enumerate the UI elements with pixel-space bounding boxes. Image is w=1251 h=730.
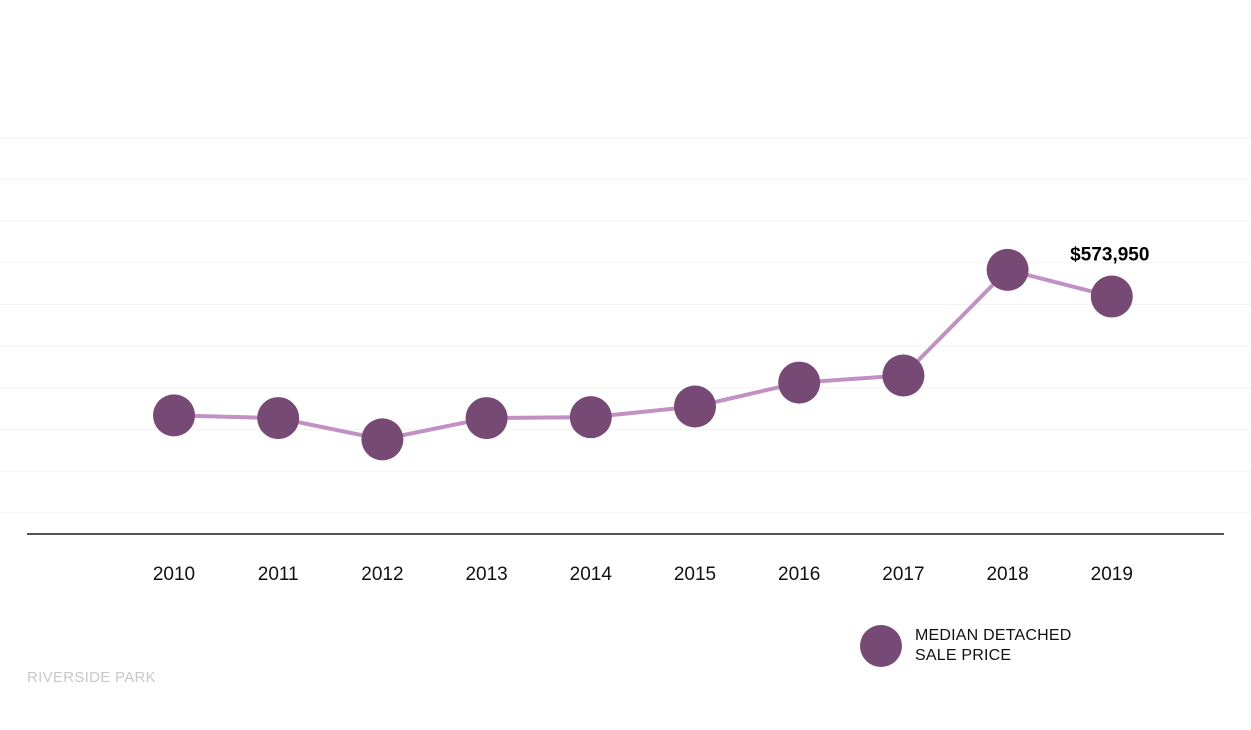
data-point-2010 [153,394,195,437]
x-tick-label: 2011 [258,564,299,585]
data-point-2016 [778,361,821,404]
legend-label: MEDIAN DETACHED SALE PRICE [915,627,1072,664]
x-tick-label: 2017 [882,564,924,585]
annotations: $573,950 [1070,245,1149,266]
series-line [173,267,1113,442]
x-tick-label: 2012 [361,564,403,585]
data-point-2019 [1090,275,1133,318]
x-tick-label: 2019 [1091,564,1133,585]
x-tick-label: 2016 [778,564,820,585]
x-tick-labels: 2010 2011 2012 2013 2014 2015 2016 2017 2018 2019 [153,564,1133,585]
data-point-2017 [882,354,925,397]
x-tick-label: 2013 [465,564,507,585]
data-point-2011 [257,397,300,440]
footer-label: RIVERSIDE PARK [27,669,156,686]
data-point-2018 [986,248,1029,291]
x-tick-label: 2010 [153,564,195,585]
value-annotation: $573,950 [1070,245,1149,266]
legend: MEDIAN DETACHED SALE PRICE [860,625,1105,667]
x-tick-label: 2018 [986,564,1028,585]
data-point-2012 [361,418,404,461]
data-point-2013 [465,397,508,440]
data-point-2015 [674,385,716,428]
x-tick-label: 2015 [674,564,716,585]
data-points [153,248,1133,461]
data-point-2014 [569,396,612,439]
legend-marker-icon [860,625,902,667]
gridlines [0,137,1251,514]
series-lines [173,267,1113,442]
x-tick-label: 2014 [570,564,613,585]
